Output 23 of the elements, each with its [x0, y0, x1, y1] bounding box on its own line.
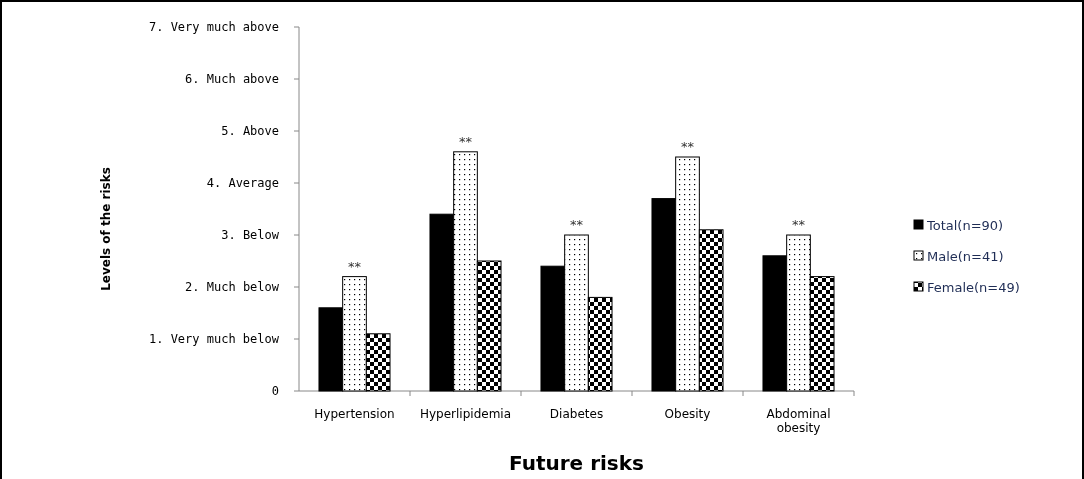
- annotation: **: [570, 217, 584, 232]
- x-tick-label: Obesity: [664, 407, 711, 421]
- y-tick-label: 3. Below: [221, 228, 280, 243]
- annotation: **: [792, 217, 806, 232]
- x-tick-label: Diabetes: [549, 407, 604, 421]
- annotation: **: [348, 258, 362, 274]
- y-tick-label: 4. Average: [206, 176, 279, 191]
- x-tick-label: Hypertension: [314, 407, 395, 421]
- y-tick-label: 6. Much above: [185, 72, 279, 87]
- legend-label: Male(n=41): [927, 248, 1004, 264]
- y-tick-label: 5. Above: [221, 124, 279, 139]
- x-axis-title: Future risks: [509, 451, 644, 475]
- legend-label: Female(n=49): [927, 279, 1020, 295]
- y-tick-label: 7. Very much above: [148, 20, 279, 35]
- y-tick-label: 1. Very much below: [148, 332, 280, 347]
- y-axis-title: Levels of the risks: [99, 167, 113, 291]
- y-tick-label: 2. Much below: [185, 280, 280, 295]
- x-tick-label: Hyperlipidemia: [419, 407, 512, 421]
- annotation: **: [681, 139, 695, 154]
- x-tick-label: Abdominal obesity: [766, 407, 831, 436]
- legend-label: Total(n=90): [926, 217, 1004, 233]
- annotation: **: [459, 133, 473, 149]
- y-tick-label: 0: [271, 384, 279, 399]
